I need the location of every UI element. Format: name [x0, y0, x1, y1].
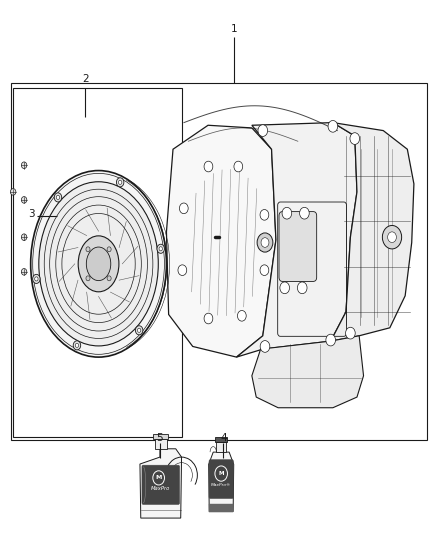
Polygon shape	[252, 336, 364, 408]
Circle shape	[138, 328, 141, 333]
Circle shape	[328, 120, 338, 132]
Text: M: M	[155, 475, 162, 480]
Circle shape	[75, 343, 79, 348]
Circle shape	[260, 265, 269, 276]
Circle shape	[135, 326, 143, 335]
Circle shape	[21, 162, 27, 168]
Circle shape	[204, 313, 213, 324]
Circle shape	[300, 207, 309, 219]
Circle shape	[297, 282, 307, 294]
Circle shape	[258, 125, 268, 136]
Polygon shape	[331, 123, 414, 341]
Bar	[209, 504, 233, 512]
Circle shape	[178, 265, 187, 276]
Circle shape	[382, 225, 402, 249]
Text: 2: 2	[82, 74, 89, 84]
Circle shape	[107, 276, 111, 281]
Circle shape	[118, 180, 122, 184]
Circle shape	[157, 244, 164, 253]
Circle shape	[257, 233, 273, 252]
Ellipse shape	[86, 247, 111, 280]
Circle shape	[260, 341, 270, 352]
Circle shape	[21, 197, 27, 203]
Text: 3: 3	[28, 209, 35, 219]
Circle shape	[280, 282, 290, 294]
Ellipse shape	[39, 182, 158, 346]
Ellipse shape	[31, 171, 166, 357]
Circle shape	[107, 247, 111, 252]
Circle shape	[282, 207, 292, 219]
Text: MaxPro: MaxPro	[151, 487, 170, 491]
Circle shape	[180, 203, 188, 214]
Circle shape	[56, 195, 60, 199]
Bar	[216, 442, 226, 452]
Text: 1: 1	[231, 25, 238, 34]
Circle shape	[350, 133, 360, 144]
Circle shape	[204, 161, 213, 172]
Circle shape	[11, 189, 16, 195]
Polygon shape	[166, 125, 276, 357]
Circle shape	[21, 269, 27, 275]
FancyBboxPatch shape	[142, 465, 180, 504]
Circle shape	[346, 327, 355, 339]
Bar	[13, 88, 182, 437]
Circle shape	[21, 234, 27, 240]
Circle shape	[54, 193, 62, 202]
Circle shape	[388, 232, 396, 243]
Circle shape	[117, 178, 124, 187]
Circle shape	[326, 334, 336, 346]
Polygon shape	[208, 452, 234, 512]
Circle shape	[86, 247, 90, 252]
Bar	[11, 83, 427, 440]
FancyBboxPatch shape	[209, 459, 233, 498]
Circle shape	[261, 238, 269, 247]
Text: 4: 4	[220, 433, 227, 443]
Circle shape	[260, 209, 269, 220]
Circle shape	[237, 311, 246, 321]
Circle shape	[234, 161, 243, 172]
Ellipse shape	[78, 236, 119, 292]
Circle shape	[86, 276, 90, 281]
Circle shape	[33, 274, 40, 284]
Bar	[155, 439, 166, 449]
Bar	[153, 434, 168, 439]
Polygon shape	[140, 449, 181, 518]
FancyBboxPatch shape	[279, 212, 317, 281]
Polygon shape	[237, 123, 357, 357]
Circle shape	[159, 247, 162, 251]
Text: MaxPro®: MaxPro®	[211, 482, 231, 487]
Text: 5: 5	[156, 433, 163, 443]
Circle shape	[73, 341, 81, 350]
Bar	[215, 438, 227, 442]
Circle shape	[35, 277, 38, 281]
Text: M: M	[219, 471, 224, 476]
